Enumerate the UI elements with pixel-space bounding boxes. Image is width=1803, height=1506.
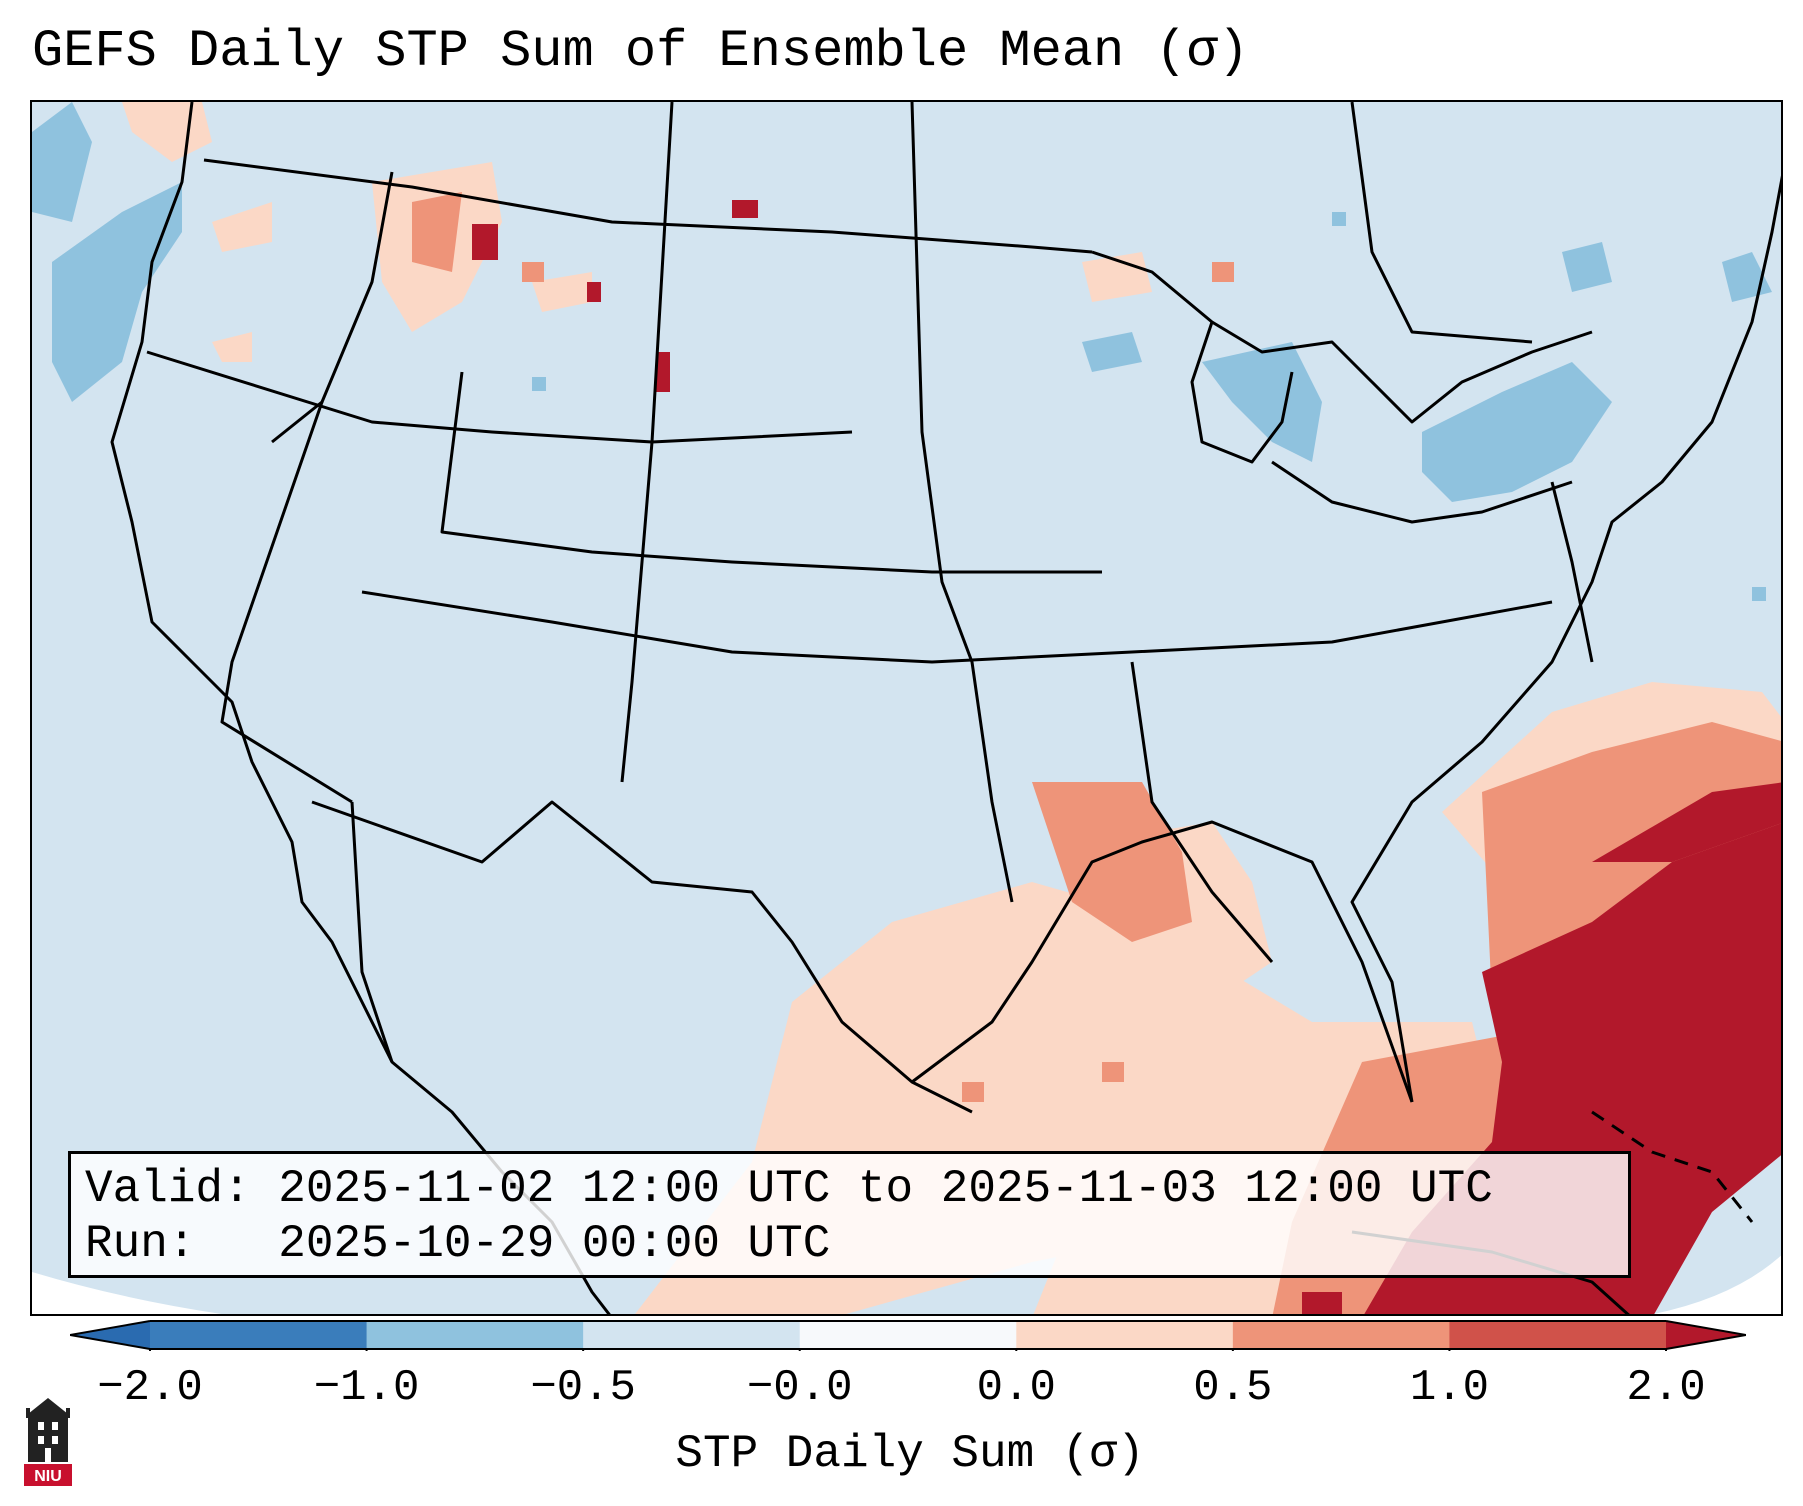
- negative-anomaly-cells: [32, 102, 1772, 601]
- pacific-coastline: [110, 102, 611, 1314]
- anomaly-cuba-max: [1302, 1292, 1342, 1314]
- run-value: 2025-10-29 00:00 UTC: [278, 1218, 831, 1270]
- state-border-southeast: [1130, 661, 1274, 963]
- anomaly-wyoming-cell: [532, 377, 546, 391]
- anomaly-quebec: [1562, 242, 1612, 292]
- anomaly-washington: [212, 202, 272, 252]
- atlantic-coastline: [1350, 175, 1781, 1103]
- anomaly-lake-huron: [1202, 342, 1322, 462]
- logo-tower: [28, 1398, 68, 1462]
- colorbar-tick-label: 0.0: [976, 1363, 1056, 1413]
- anomaly-north-dakota-max: [732, 200, 758, 218]
- colorbar-segment: [1449, 1321, 1667, 1349]
- bahamas-islands: [1591, 1110, 1754, 1223]
- anomaly-montana: [532, 272, 592, 312]
- anomaly-montana-max: [587, 282, 601, 302]
- anomaly-montana-cell: [522, 262, 544, 282]
- colorbar-extend-low: [70, 1321, 150, 1349]
- map-panel: [30, 100, 1783, 1316]
- colorbar-segment: [799, 1321, 1017, 1349]
- anomaly-atlantic-cell: [1752, 587, 1766, 601]
- baja-border: [350, 801, 394, 1063]
- colorbar-segment: [583, 1321, 801, 1349]
- lake-erie-border: [1271, 460, 1573, 524]
- great-lakes-border: [1091, 250, 1593, 424]
- northeast-border: [1550, 481, 1594, 663]
- anomaly-bc-coast: [122, 102, 212, 162]
- anomaly-michigan-cell: [1212, 262, 1234, 282]
- lake-michigan: [1190, 321, 1294, 464]
- anomaly-upper-michigan: [1082, 252, 1152, 302]
- state-border-vertical-1: [620, 102, 674, 783]
- anomaly-idaho-max: [472, 224, 498, 260]
- state-border-row-2: [440, 371, 1102, 574]
- anomaly-atlantic-core: [1592, 782, 1781, 862]
- anomaly-gulf-cell-1: [962, 1082, 984, 1102]
- colorbar-extend-high: [1666, 1321, 1746, 1349]
- colorbar-tick-label: 0.5: [1193, 1363, 1273, 1413]
- colorbar-tick-marks: [149, 1349, 1667, 1351]
- colorbar-segment: [1016, 1321, 1234, 1349]
- state-border-vertical-2: [910, 102, 1014, 903]
- logo-text: NIU: [34, 1468, 62, 1485]
- colorbar-segment: [366, 1321, 584, 1349]
- niu-logo: NIU: [24, 1398, 72, 1486]
- idaho-border: [271, 171, 394, 444]
- projection-edge-right: [1653, 1255, 1781, 1314]
- canada-border-west: [203, 158, 1093, 254]
- colorbar-tick-label: −0.0: [746, 1363, 853, 1413]
- colorbar-outline: [70, 1320, 1746, 1350]
- valid-value: 2025-11-02 12:00 UTC to 2025-11-03 12:00…: [278, 1163, 1493, 1215]
- anomaly-lake-superior: [1082, 332, 1142, 372]
- valid-run-info-box: Valid: 2025-11-02 12:00 UTC to 2025-11-0…: [68, 1151, 1631, 1278]
- colorbar-tick-label: 2.0: [1626, 1363, 1706, 1413]
- logo-badge: [24, 1464, 72, 1486]
- colorbar-tick-label: −2.0: [97, 1363, 203, 1413]
- anomaly-northeast: [1422, 362, 1612, 502]
- anomaly-pacific-nw-2: [52, 182, 182, 402]
- map-canvas: [32, 102, 1781, 1314]
- colorbar-tick-label: −0.5: [530, 1363, 636, 1413]
- anomaly-alabama-coast: [1032, 782, 1192, 942]
- anomaly-ontario-cell: [1332, 212, 1346, 226]
- colorbar-segment: [1232, 1321, 1450, 1349]
- valid-label: Valid:: [85, 1163, 251, 1215]
- quebec-border: [1350, 102, 1533, 344]
- texas-mexico-border: [311, 800, 973, 1114]
- anomaly-gulf-cell-2: [1102, 1062, 1124, 1082]
- run-label: Run:: [85, 1218, 196, 1270]
- colorbar-tick-label: 1.0: [1409, 1363, 1490, 1413]
- gulf-coastline: [911, 820, 1414, 1103]
- colorbar: [70, 1320, 1746, 1351]
- projection-edge: [32, 1272, 222, 1314]
- anomaly-idaho-core: [412, 192, 462, 272]
- nevada-border: [220, 401, 353, 804]
- colorbar-label: STP Daily Sum (σ): [675, 1428, 1145, 1480]
- boundaries: [110, 102, 1781, 1314]
- state-border-row-1: [146, 350, 853, 444]
- state-border-row-3: [361, 590, 1553, 664]
- chart-title: GEFS Daily STP Sum of Ensemble Mean (σ): [32, 22, 1249, 81]
- colorbar-segments: [150, 1321, 1667, 1349]
- colorbar-tick-label: −1.0: [313, 1363, 420, 1413]
- anomaly-pacific-nw-1: [32, 102, 92, 222]
- anomaly-wyoming-max: [656, 352, 670, 392]
- anomaly-oregon: [212, 332, 252, 362]
- colorbar-segment: [150, 1321, 368, 1349]
